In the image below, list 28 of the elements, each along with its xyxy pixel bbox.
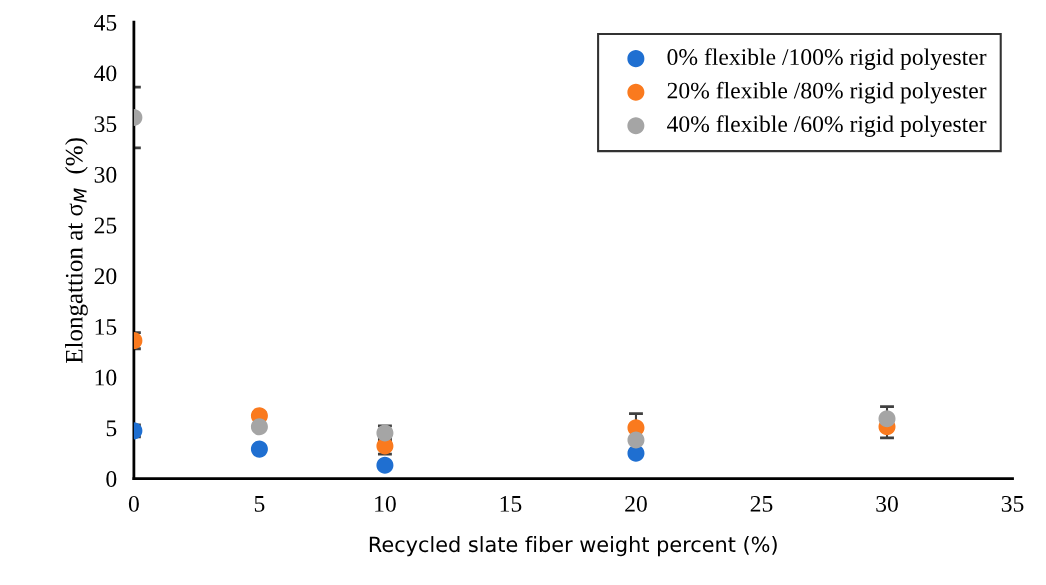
y-tick-label: 0 [106, 471, 117, 487]
x-axis-title: Recycled slate fiber weight percent (%) [369, 536, 777, 557]
x-tick-label: 20 [625, 495, 647, 512]
y-tick-label: 45 [94, 14, 117, 31]
x-tick-label: 5 [254, 496, 265, 512]
point [878, 410, 896, 428]
legend-label: 0% flexible /100% rigid polyester [667, 48, 987, 70]
y-axis-title: Elongattion at σ$_{M}$ (%) [65, 138, 88, 364]
y-tick-label: 40 [94, 65, 117, 82]
y-tick-label: 10 [95, 369, 117, 386]
point [376, 456, 394, 474]
x-tick-label: 25 [750, 495, 773, 512]
legend-label: 40% flexible /60% rigid polyester [667, 115, 987, 137]
y-tick-label: 5 [106, 420, 117, 437]
x-tick-label: 0 [128, 495, 139, 512]
y-tick-label: 30 [94, 166, 117, 183]
y-tick-label: 20 [94, 268, 117, 285]
legend-label: 20% flexible /80% rigid polyester [667, 81, 987, 104]
point [250, 440, 268, 458]
y-tick-label: 25 [94, 217, 117, 234]
point [250, 418, 268, 436]
y-tick-label: 35 [94, 116, 117, 133]
x-tick-label: 15 [500, 495, 522, 512]
x-tick-label: 35 [1001, 495, 1024, 512]
point [627, 431, 645, 449]
y-tick-label: 15 [95, 319, 117, 335]
x-tick-label: 10 [375, 495, 396, 512]
x-tick-label: 30 [876, 495, 898, 512]
